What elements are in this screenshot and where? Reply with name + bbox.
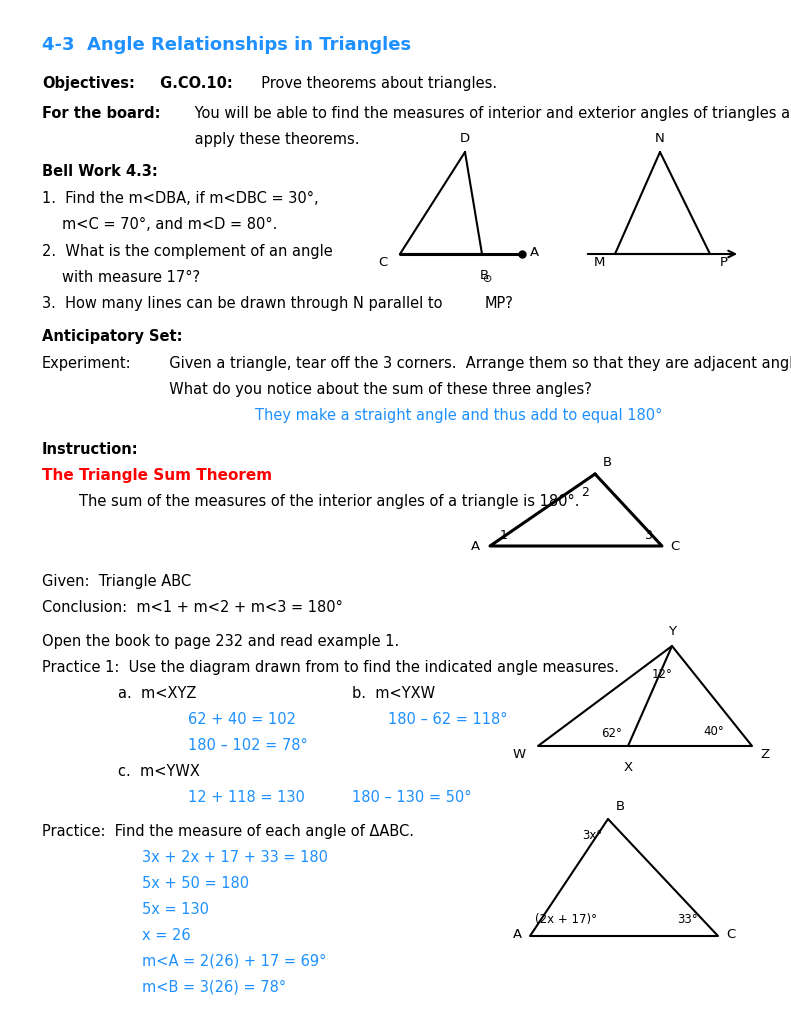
Text: C: C: [670, 540, 679, 553]
Text: 1: 1: [500, 529, 508, 542]
Text: 180 – 62 = 118°: 180 – 62 = 118°: [388, 712, 508, 727]
Text: with measure 17°?: with measure 17°?: [62, 270, 200, 285]
Text: X: X: [623, 761, 633, 774]
Text: 5x + 50 = 180: 5x + 50 = 180: [142, 876, 249, 891]
Text: C: C: [379, 256, 388, 269]
Text: The sum of the measures of the interior angles of a triangle is 180°.: The sum of the measures of the interior …: [42, 494, 580, 509]
Text: 33°: 33°: [677, 913, 698, 926]
Text: What do you notice about the sum of these three angles?: What do you notice about the sum of thes…: [160, 382, 592, 397]
Text: 62°: 62°: [601, 727, 622, 740]
Text: 2.  What is the complement of an angle: 2. What is the complement of an angle: [42, 244, 333, 259]
Text: Practice 1:  Use the diagram drawn from to find the indicated angle measures.: Practice 1: Use the diagram drawn from t…: [42, 660, 619, 675]
Text: Objectives:: Objectives:: [42, 76, 135, 91]
Text: Instruction:: Instruction:: [42, 442, 138, 457]
Text: m<B = 3(26) = 78°: m<B = 3(26) = 78°: [142, 980, 286, 995]
Text: c.  m<YWX: c. m<YWX: [118, 764, 200, 779]
Text: MP?: MP?: [485, 296, 514, 311]
Text: (2x + 17)°: (2x + 17)°: [535, 913, 597, 926]
Text: 180 – 102 = 78°: 180 – 102 = 78°: [188, 738, 308, 753]
Text: 3.  How many lines can be drawn through N parallel to: 3. How many lines can be drawn through N…: [42, 296, 447, 311]
Text: B: B: [603, 456, 612, 469]
Text: Y: Y: [668, 625, 676, 638]
Text: Given:  Triangle ABC: Given: Triangle ABC: [42, 574, 191, 589]
Text: A: A: [530, 247, 539, 259]
Text: 40°: 40°: [703, 725, 724, 738]
Text: 3: 3: [644, 529, 652, 542]
Text: 2: 2: [581, 486, 589, 499]
Text: 5x = 130: 5x = 130: [142, 902, 209, 918]
Text: x = 26: x = 26: [142, 928, 191, 943]
Text: N: N: [655, 132, 665, 145]
Text: Practice:  Find the measure of each angle of ΔABC.: Practice: Find the measure of each angle…: [42, 824, 414, 839]
Text: Open the book to page 232 and read example 1.: Open the book to page 232 and read examp…: [42, 634, 399, 649]
Text: You will be able to find the measures of interior and exterior angles of triangl: You will be able to find the measures of…: [190, 106, 791, 121]
Text: G.CO.10:: G.CO.10:: [155, 76, 233, 91]
Text: M: M: [593, 256, 605, 269]
Text: 62 + 40 = 102: 62 + 40 = 102: [188, 712, 296, 727]
Text: C: C: [726, 928, 736, 940]
Text: a.  m<XYZ: a. m<XYZ: [118, 686, 196, 701]
Text: Z: Z: [760, 748, 769, 761]
Text: For the board:: For the board:: [42, 106, 161, 121]
Text: 1.  Find the m<DBA, if m<DBC = 30°,: 1. Find the m<DBA, if m<DBC = 30°,: [42, 191, 319, 206]
Text: 12 + 118 = 130: 12 + 118 = 130: [188, 790, 305, 805]
Text: Anticipatory Set:: Anticipatory Set:: [42, 329, 183, 344]
Text: 12°: 12°: [652, 668, 673, 681]
Text: m<C = 70°, and m<D = 80°.: m<C = 70°, and m<D = 80°.: [62, 217, 278, 232]
Text: Prove theorems about triangles.: Prove theorems about triangles.: [252, 76, 497, 91]
Text: B: B: [479, 269, 489, 282]
Text: 4-3  Angle Relationships in Triangles: 4-3 Angle Relationships in Triangles: [42, 36, 411, 54]
Text: A: A: [513, 928, 522, 940]
Text: They make a straight angle and thus add to equal 180°: They make a straight angle and thus add …: [255, 408, 662, 423]
Text: P: P: [720, 256, 728, 269]
Text: ⊙: ⊙: [483, 274, 493, 284]
Text: apply these theorems.: apply these theorems.: [190, 132, 359, 147]
Text: D: D: [460, 132, 470, 145]
Text: 3x°: 3x°: [581, 829, 602, 842]
Text: W: W: [513, 748, 526, 761]
Text: m<A = 2(26) + 17 = 69°: m<A = 2(26) + 17 = 69°: [142, 954, 327, 969]
Text: The Triangle Sum Theorem: The Triangle Sum Theorem: [42, 468, 272, 483]
Text: 180 – 130 = 50°: 180 – 130 = 50°: [352, 790, 471, 805]
Text: b.  m<YXW: b. m<YXW: [352, 686, 435, 701]
Text: Conclusion:  m<1 + m<2 + m<3 = 180°: Conclusion: m<1 + m<2 + m<3 = 180°: [42, 600, 343, 615]
Text: 3x + 2x + 17 + 33 = 180: 3x + 2x + 17 + 33 = 180: [142, 850, 328, 865]
Text: Experiment:: Experiment:: [42, 356, 131, 371]
Text: Bell Work 4.3:: Bell Work 4.3:: [42, 164, 157, 179]
Text: B: B: [616, 800, 625, 813]
Text: Given a triangle, tear off the 3 corners.  Arrange them so that they are adjacen: Given a triangle, tear off the 3 corners…: [160, 356, 791, 371]
Text: A: A: [471, 540, 480, 553]
